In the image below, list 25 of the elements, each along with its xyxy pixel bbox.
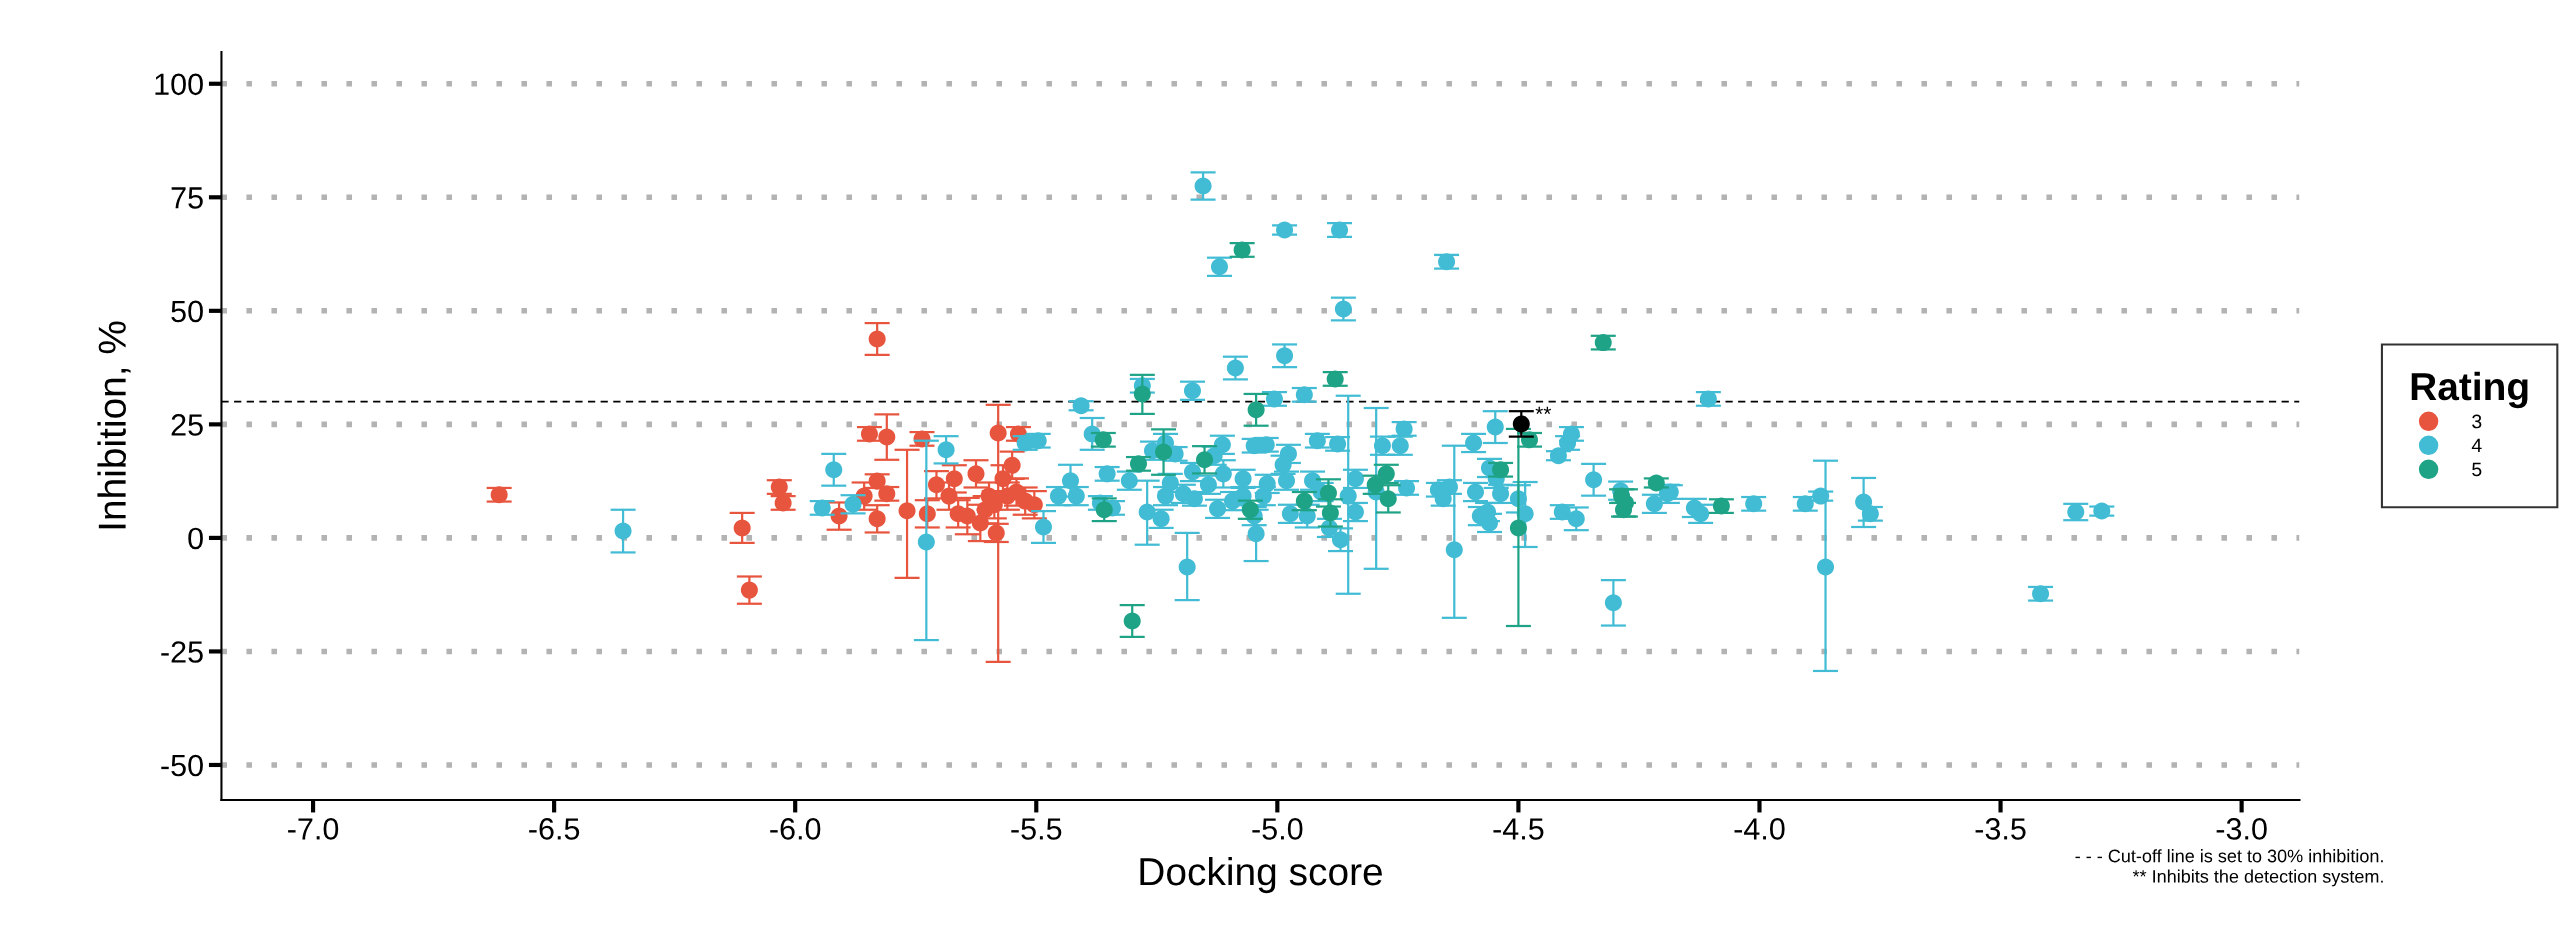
y-tick-label: 75 [171,187,203,209]
text: - - - Cut-off line is set to 30% inhibition. [2075,849,2383,863]
x-tick-label: -6.0 [770,818,821,840]
legend-label: 5 [2472,462,2482,477]
x-tick-label: -5.5 [1011,818,1062,840]
x-tick-label: -4.0 [1734,818,1785,840]
legend-title: Rating [2411,371,2528,409]
y-tick-label: 25 [171,414,203,436]
x-tick-label: -7.0 [288,818,339,840]
y-tick-label: 100 [155,73,203,96]
x-tick-label: -3.0 [2216,818,2267,840]
y-tick-label: -50 [161,754,203,777]
y-axis-title: Inhibition, % [97,321,131,529]
x-axis-title: Docking score [1140,856,1382,894]
annotation: ** [1535,406,1552,415]
legend-label: 3 [2472,414,2482,429]
x-tick-label: -6.5 [529,818,580,840]
x-tick-label: -4.5 [1493,818,1544,840]
x-tick-label: -3.5 [1975,818,2026,840]
legend-label: 4 [2471,438,2482,453]
x-tick-label: -5.0 [1252,818,1303,840]
text: ** Inhibits the detection system. [2132,869,2383,887]
y-tick-label: -25 [161,641,203,663]
y-tick-label: 0 [188,527,203,550]
y-tick-label: 50 [171,300,203,323]
